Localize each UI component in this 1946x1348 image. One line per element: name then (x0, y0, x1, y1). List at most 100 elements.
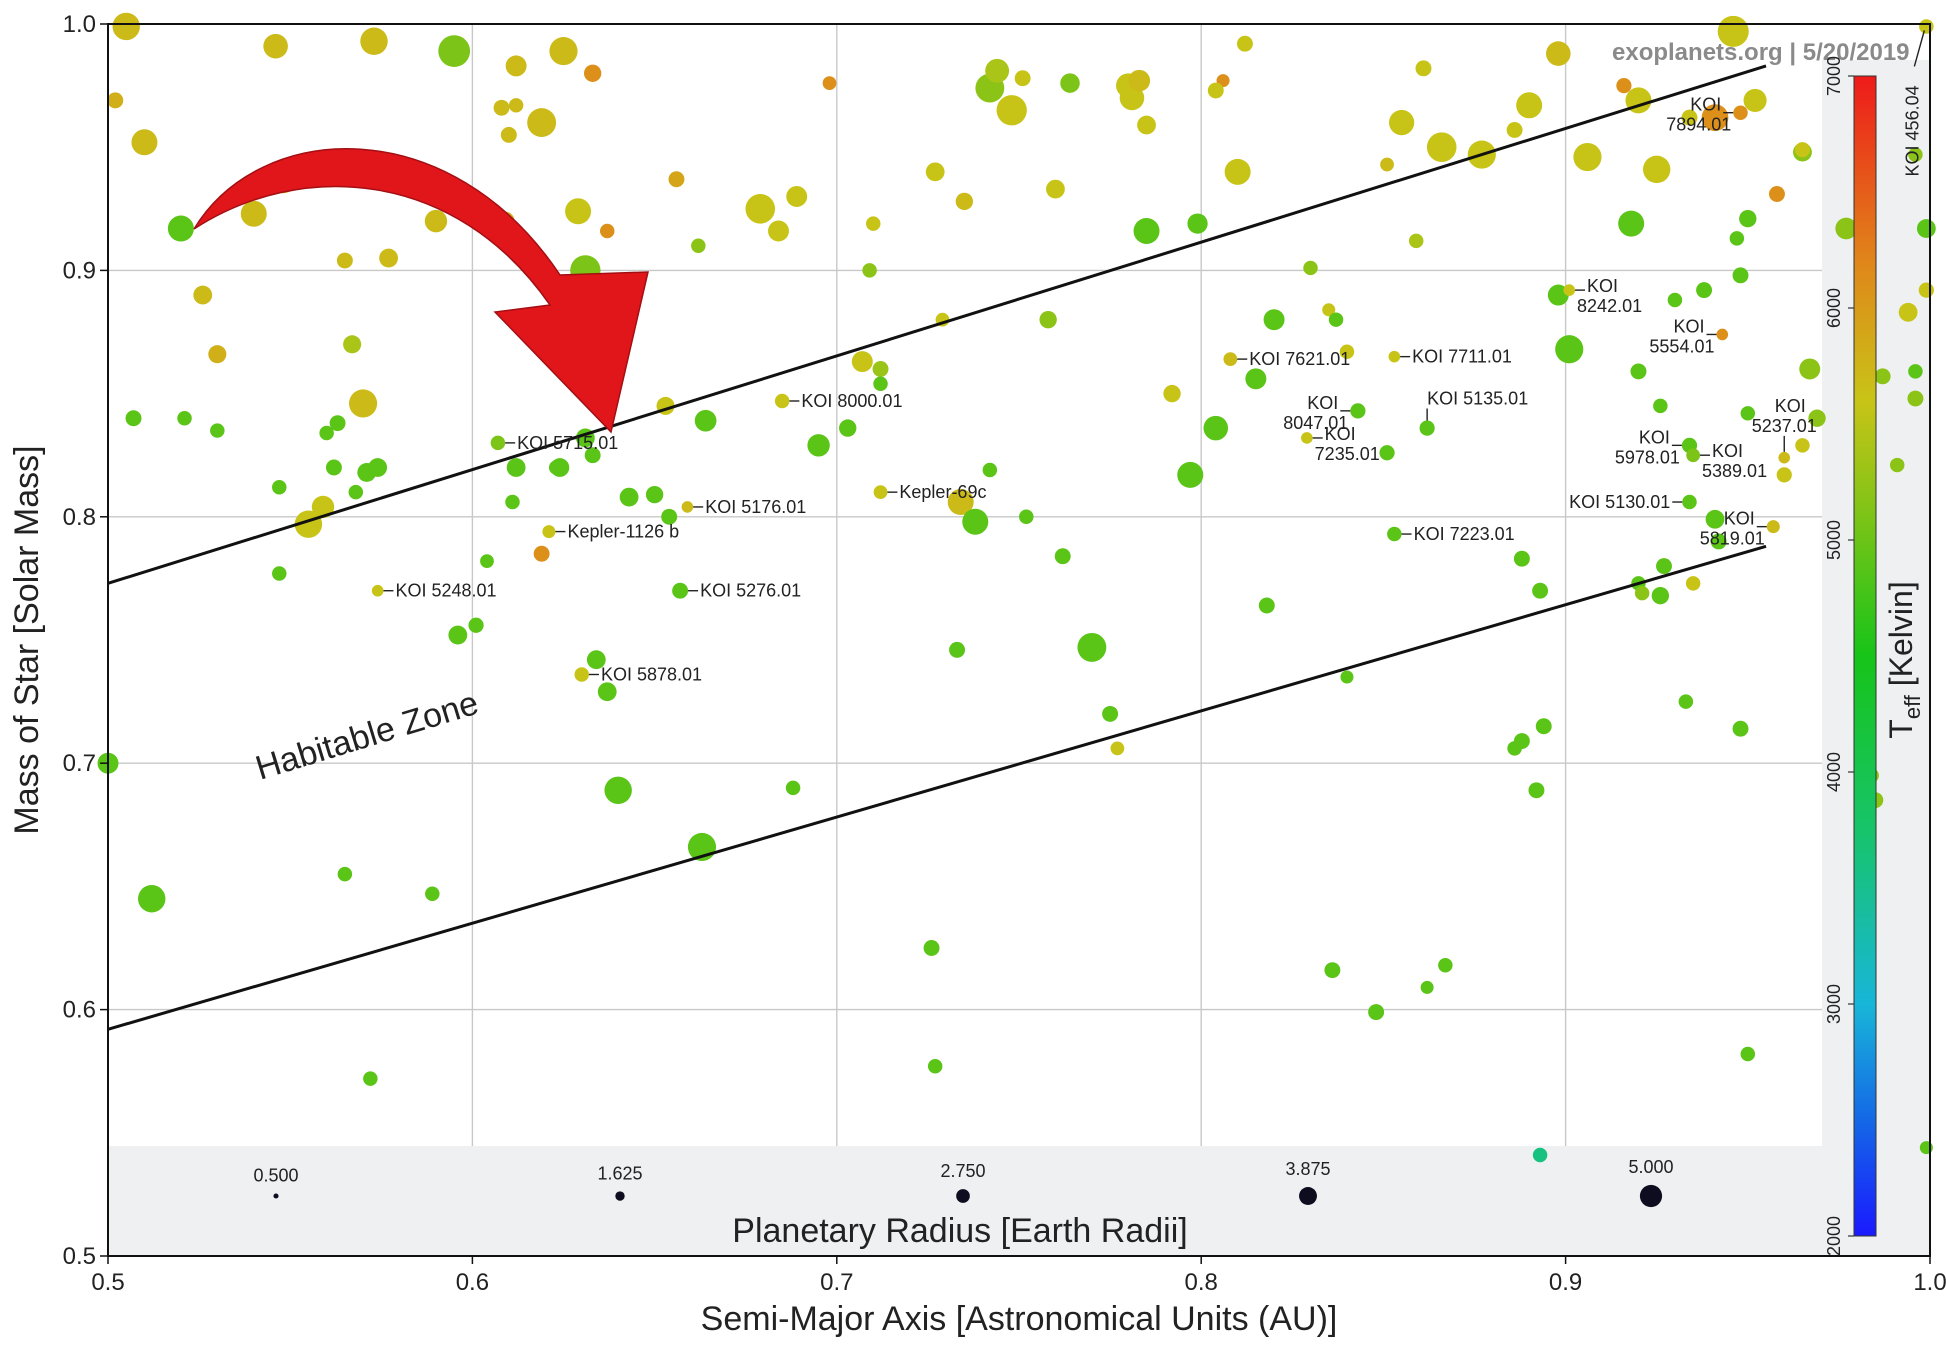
size-legend-dot (956, 1189, 970, 1203)
plot-border (107, 23, 1931, 1257)
size-legend-dot (1299, 1187, 1317, 1205)
planet-point (1528, 782, 1545, 799)
planet-point (131, 129, 158, 156)
planet-label: 5237.01 (1752, 416, 1817, 436)
planet-point (193, 285, 213, 305)
planet-label: KOI 5176.01 (705, 497, 806, 517)
planet-point (368, 458, 388, 477)
planet-label: KOI 5135.01 (1427, 388, 1528, 408)
planet-point (1328, 312, 1344, 327)
planet-point (1535, 718, 1552, 735)
planet-point (1245, 368, 1267, 390)
planet-point (448, 625, 468, 645)
planet-point (1739, 209, 1757, 228)
labeled-planet-point (1778, 451, 1791, 464)
planet-point (1667, 292, 1683, 308)
planet-point (1137, 115, 1156, 135)
x-tick-label: 0.7 (820, 1269, 853, 1296)
planet-point (1258, 597, 1275, 614)
planet-point (1898, 302, 1918, 322)
planet-point (668, 171, 685, 188)
planet-point (1740, 406, 1756, 421)
planet-point (325, 459, 342, 476)
label-leader (1913, 30, 1926, 67)
planet-point (1685, 576, 1701, 591)
planet-point (263, 33, 288, 59)
planet-point (1077, 632, 1107, 662)
planet-point (112, 12, 140, 41)
x-tick-label: 0.9 (1549, 1269, 1582, 1296)
planet-label: KOI 7711.01 (1412, 347, 1512, 367)
planet-point (1907, 390, 1924, 407)
planet-point (1573, 142, 1602, 172)
planet-point (210, 423, 225, 438)
planet-point (1046, 179, 1065, 199)
planet-point (1014, 70, 1031, 87)
planet-point (1653, 398, 1668, 414)
planet-point (1768, 186, 1785, 202)
planet-point (1513, 550, 1530, 567)
planet-label: KOI 456.04 (1902, 85, 1922, 176)
x-tick-label: 1.0 (1913, 1269, 1946, 1296)
labeled-planet-point (1419, 420, 1435, 436)
planet-point (1102, 705, 1119, 722)
planet-point (619, 487, 639, 507)
planet-point (319, 425, 334, 441)
data-points (97, 12, 1936, 1163)
planet-point (822, 76, 837, 91)
planet-point (691, 238, 706, 253)
labeled-planet-point (1563, 284, 1576, 296)
y-tick-labels: 0.5 0.6 0.7 0.8 0.9 1.0 (63, 11, 108, 1270)
planet-point (962, 508, 989, 535)
planet-point (1110, 741, 1125, 756)
planet-point (208, 345, 227, 364)
planet-point (807, 434, 830, 457)
colorbar-tick-label: 6000 (1824, 288, 1844, 328)
colorbar-tick-label: 2000 (1824, 1216, 1844, 1256)
planet-point (1743, 88, 1767, 112)
planet-label: KOI (1712, 441, 1743, 461)
planet-point (565, 198, 592, 225)
planet-point (839, 419, 857, 437)
planet-point (996, 95, 1027, 126)
planet-label: 8242.01 (1577, 296, 1642, 316)
planet-point (1710, 533, 1727, 550)
x-axis-label: Semi-Major Axis [Astronomical Units (AU)… (701, 1300, 1338, 1338)
planet-point (923, 940, 940, 956)
planet-point (272, 566, 287, 581)
planet-point (1651, 586, 1670, 605)
x-tick-label: 0.5 (91, 1269, 124, 1296)
size-legend: 0.500 1.625 2.750 3.875 5.000 (253, 1157, 1674, 1208)
planet-point (955, 192, 974, 211)
planet-point (584, 447, 601, 464)
planet-point (949, 641, 966, 658)
planet-point (493, 99, 510, 116)
planet-point (500, 126, 517, 143)
planet-point (785, 780, 801, 796)
plot-area (108, 24, 1930, 1256)
planet-label: KOI 5248.01 (395, 581, 496, 601)
colorbar-tick-label: 7000 (1824, 56, 1844, 96)
planet-point (1696, 282, 1713, 299)
planet-point (1656, 558, 1672, 575)
x-tick-labels: 0.5 0.6 0.7 0.8 0.9 1.0 (91, 1256, 1946, 1296)
labeled-planet-point (1388, 350, 1401, 363)
planet-point (1368, 1004, 1385, 1021)
planet-label: KOI 7621.01 (1249, 349, 1350, 369)
planet-label: KOI 8000.01 (801, 391, 902, 411)
y-tick-label: 0.8 (63, 504, 96, 531)
planet-point (348, 484, 364, 500)
planet-point (1438, 958, 1453, 973)
labeled-planets: KOI 5715.01 KOI 8000.01 KOI 5176.01 Kepler-… (371, 19, 1934, 684)
planet-point (1516, 92, 1543, 119)
y-tick-label: 0.5 (63, 1243, 96, 1270)
planet-label: 5819.01 (1700, 529, 1765, 549)
planet-point (1681, 109, 1698, 126)
planet-point (360, 27, 388, 55)
planet-point (349, 389, 378, 418)
planet-point (1908, 147, 1923, 162)
planet-point (1808, 409, 1826, 427)
planet-point (586, 650, 606, 670)
labeled-planet-point (1301, 432, 1313, 444)
planet-label: KOI 7223.01 (1414, 524, 1515, 544)
